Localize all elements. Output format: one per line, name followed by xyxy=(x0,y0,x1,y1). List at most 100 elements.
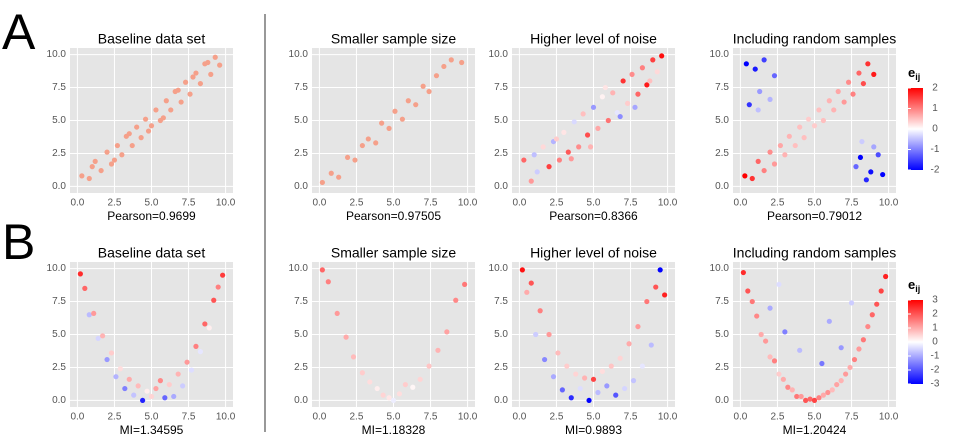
y-tick-label: 2.5 xyxy=(52,148,66,159)
point xyxy=(144,388,150,394)
point xyxy=(659,53,665,59)
point xyxy=(519,267,525,273)
point xyxy=(82,285,88,291)
x-tick-label: 10.0 xyxy=(458,198,478,209)
point xyxy=(148,393,155,400)
y-tick-label: 5.0 xyxy=(52,115,66,126)
x-tick-label: 7.5 xyxy=(624,198,638,209)
colorbar-tick-label: 2 xyxy=(932,309,938,320)
x-tick-label: 2.5 xyxy=(350,412,364,423)
point xyxy=(344,154,351,161)
point xyxy=(805,116,812,122)
point xyxy=(359,370,365,376)
point xyxy=(875,152,881,158)
point xyxy=(343,334,349,340)
point xyxy=(534,169,540,175)
point xyxy=(850,91,856,97)
point xyxy=(542,356,548,363)
point xyxy=(803,397,809,404)
point xyxy=(871,71,877,77)
point xyxy=(175,87,181,93)
point xyxy=(848,300,855,306)
plot-title: Baseline data set xyxy=(98,245,206,261)
y-tick-label: 10.0 xyxy=(710,263,730,274)
y-tick-label: 5.0 xyxy=(52,329,66,340)
point xyxy=(540,144,546,150)
point xyxy=(624,100,631,106)
y-tick-label: 2.5 xyxy=(294,362,308,373)
point xyxy=(586,397,592,404)
point xyxy=(405,98,411,104)
point xyxy=(367,379,373,385)
point xyxy=(188,367,195,373)
point xyxy=(841,99,847,105)
point xyxy=(113,374,119,380)
point xyxy=(365,136,371,142)
y-tick-label: 7.5 xyxy=(494,296,508,307)
point xyxy=(182,79,189,85)
point xyxy=(108,161,115,167)
x-axis-label: MI=0.9893 xyxy=(565,423,622,437)
point xyxy=(568,156,574,162)
point xyxy=(202,321,208,327)
point xyxy=(763,338,769,344)
point xyxy=(868,169,874,175)
point xyxy=(639,363,646,369)
point xyxy=(559,387,565,393)
colorbar-title: eij xyxy=(908,277,920,294)
point xyxy=(319,179,325,186)
point xyxy=(577,385,583,392)
point xyxy=(91,310,97,317)
point xyxy=(444,329,450,335)
y-tick-label: 7.5 xyxy=(715,296,729,307)
y-tick-label: 7.5 xyxy=(52,82,66,93)
point xyxy=(829,387,835,393)
point xyxy=(524,289,530,295)
plot-title: Smaller sample size xyxy=(331,31,456,47)
point xyxy=(163,98,169,104)
point xyxy=(352,157,358,163)
point xyxy=(153,107,159,113)
point xyxy=(767,96,773,103)
point xyxy=(845,79,852,85)
point xyxy=(334,310,340,317)
point xyxy=(851,356,858,363)
y-tick-label: 0.0 xyxy=(494,395,508,406)
point xyxy=(374,385,380,392)
y-tick-label: 5.0 xyxy=(494,329,508,340)
point xyxy=(546,331,552,338)
point xyxy=(767,354,773,360)
point xyxy=(614,109,620,116)
point xyxy=(86,312,92,318)
point xyxy=(807,396,813,402)
x-tick-label: 10.0 xyxy=(658,412,678,423)
point xyxy=(865,323,871,330)
point xyxy=(620,78,626,84)
point xyxy=(622,385,628,392)
point xyxy=(826,98,832,104)
point xyxy=(635,91,641,97)
point xyxy=(630,378,637,384)
point xyxy=(878,288,884,294)
point xyxy=(336,174,342,180)
point xyxy=(644,298,650,305)
point xyxy=(838,378,844,384)
point xyxy=(639,65,646,71)
point xyxy=(459,59,465,66)
y-tick-label: 0.0 xyxy=(52,181,66,192)
colorbar xyxy=(908,300,923,384)
point xyxy=(402,381,408,388)
colorbar xyxy=(908,88,923,170)
point xyxy=(789,387,795,393)
x-axis-label: Pearson=0.97505 xyxy=(346,209,441,223)
point xyxy=(122,385,128,392)
point xyxy=(820,392,826,398)
point xyxy=(114,142,121,149)
point xyxy=(433,73,440,79)
point xyxy=(653,284,659,290)
point xyxy=(564,363,570,369)
x-tick-label: 7.5 xyxy=(182,412,196,423)
point xyxy=(825,389,831,396)
x-tick-label: 10.0 xyxy=(879,198,899,209)
